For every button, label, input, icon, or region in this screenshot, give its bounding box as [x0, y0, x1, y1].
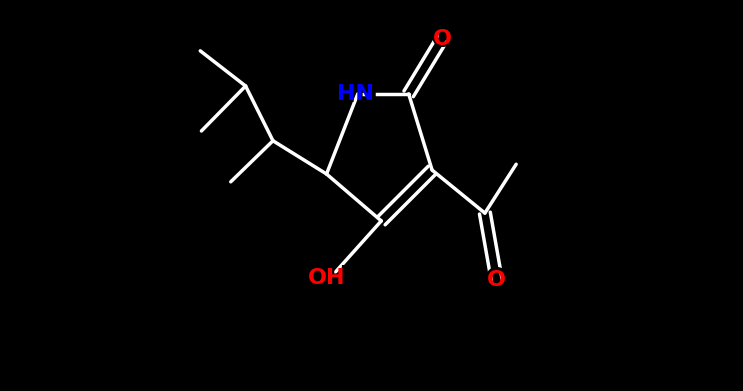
Text: O: O: [432, 29, 452, 49]
Text: OH: OH: [308, 267, 345, 288]
Text: HN: HN: [333, 80, 379, 108]
Text: O: O: [487, 269, 506, 290]
Text: O: O: [485, 265, 508, 294]
Text: HN: HN: [337, 84, 374, 104]
Text: OH: OH: [303, 264, 350, 292]
Text: O: O: [430, 25, 454, 53]
